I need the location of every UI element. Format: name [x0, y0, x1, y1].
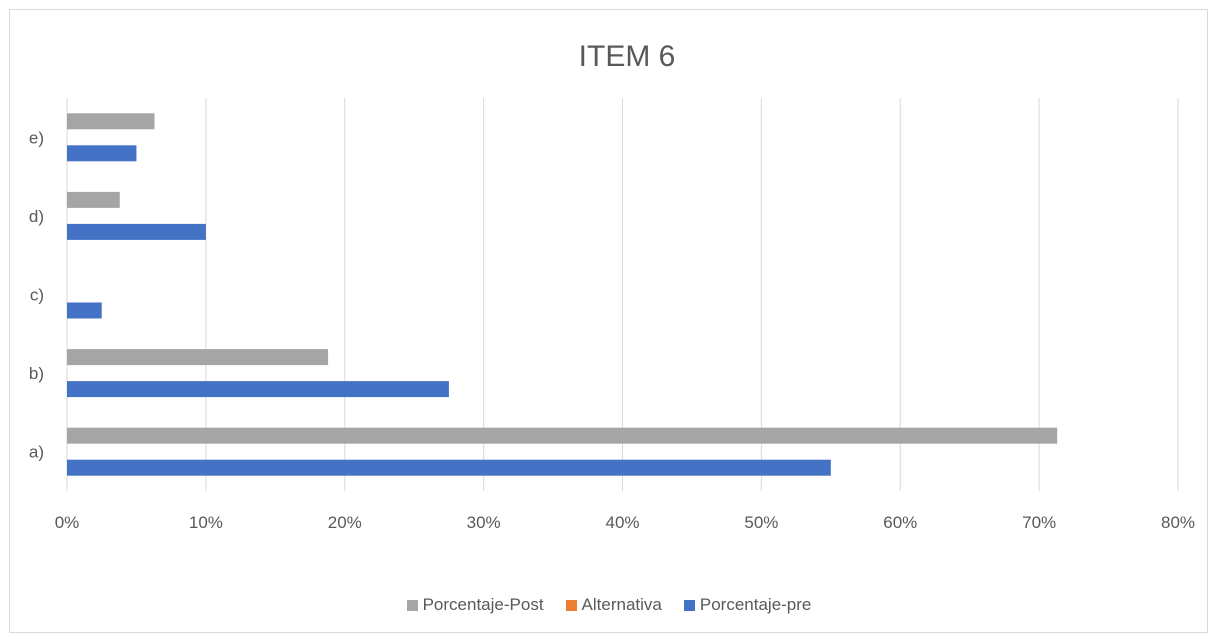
bar-pre	[67, 145, 137, 162]
y-tick-label: b)	[29, 364, 44, 383]
legend-label-pre: Porcentaje-pre	[699, 595, 812, 614]
legend-item-alternativa: Alternativa	[565, 595, 662, 615]
x-tick-label: 10%	[189, 513, 223, 532]
y-tick-label: e)	[29, 128, 44, 147]
y-tick-label: a)	[29, 443, 44, 462]
x-tick-label: 20%	[328, 513, 362, 532]
x-tick-label: 50%	[744, 513, 778, 532]
bar-pre	[67, 459, 831, 476]
bar-pre	[67, 381, 449, 398]
x-tick-label: 40%	[605, 513, 639, 532]
legend-item-pre: Porcentaje-pre	[683, 595, 812, 615]
bar-post	[67, 113, 155, 130]
chart-frame	[9, 9, 1208, 633]
x-axis-labels: 0% 10% 20% 30% 40% 50% 60% 70% 80%	[55, 513, 1195, 532]
legend-swatch-pre	[683, 599, 695, 611]
y-axis-labels: a) b) c) d) e)	[29, 128, 44, 461]
x-tick-label: 80%	[1161, 513, 1195, 532]
x-tick-label: 0%	[55, 513, 80, 532]
bars	[67, 113, 1058, 476]
chart-title: ITEM 6	[579, 40, 676, 73]
gridlines	[66, 98, 1179, 491]
legend-label-alternativa: Alternativa	[581, 595, 662, 614]
x-tick-label: 70%	[1022, 513, 1056, 532]
x-tick-label: 60%	[883, 513, 917, 532]
legend-swatch-post	[406, 599, 418, 611]
y-tick-label: c)	[30, 286, 44, 305]
bar-post	[67, 427, 1058, 444]
legend-label-post: Porcentaje-Post	[422, 595, 544, 614]
bar-pre	[67, 302, 102, 319]
bar-post	[67, 349, 329, 366]
bar-pre	[67, 223, 206, 240]
y-tick-label: d)	[29, 207, 44, 226]
legend-item-post: Porcentaje-Post	[406, 595, 544, 615]
x-tick-label: 30%	[467, 513, 501, 532]
bar-post	[67, 191, 120, 208]
legend-swatch-alternativa	[565, 599, 577, 611]
legend: Porcentaje-Post Alternativa Porcentaje-p…	[0, 595, 1218, 615]
